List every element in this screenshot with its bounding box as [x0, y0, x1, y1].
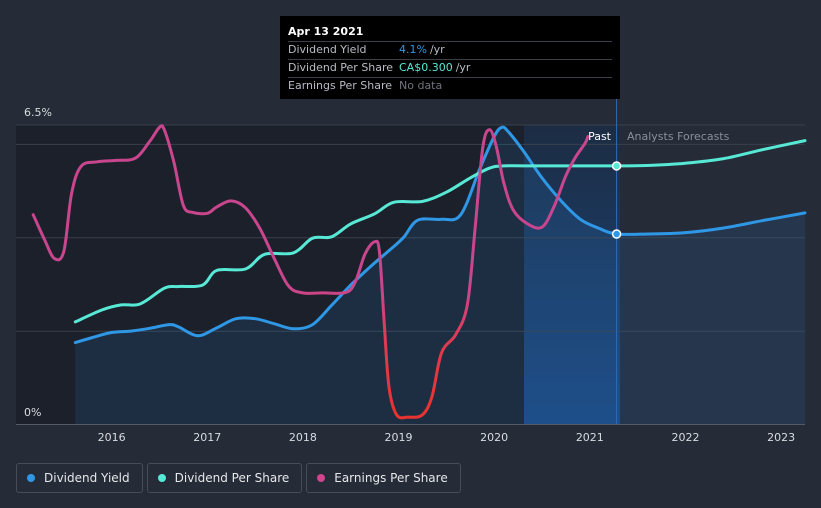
tooltip-label: Earnings Per Share — [288, 79, 393, 92]
legend-item-dividend-per-share[interactable]: Dividend Per Share — [146, 463, 303, 493]
x-tick-label: 2016 — [98, 431, 126, 444]
tooltip-value: CA$0.300 — [399, 61, 453, 74]
x-tick-label: 2018 — [289, 431, 317, 444]
tooltip-row-earnings-per-share: Earnings Per Share No data — [288, 77, 612, 95]
tooltip-row-dividend-yield: Dividend Yield 4.1% /yr — [288, 41, 612, 59]
tooltip-value: No data — [399, 79, 443, 92]
tooltip-value: 4.1% — [399, 43, 427, 56]
tooltip-label: Dividend Per Share — [288, 61, 394, 74]
past-label: Past — [588, 130, 612, 143]
tooltip-date: Apr 13 2021 — [288, 25, 364, 38]
legend-dot-icon — [317, 474, 326, 482]
earnings-per-share-line — [31, 124, 590, 420]
x-tick-label: 2021 — [576, 431, 604, 444]
legend-label: Dividend Yield — [44, 471, 130, 485]
legend-label: Earnings Per Share — [334, 471, 448, 485]
y-axis-top-label: 6.5% — [24, 106, 52, 119]
x-tick-label: 2020 — [480, 431, 508, 444]
tooltip-unit: /yr — [455, 61, 471, 74]
y-axis-bottom-label: 0% — [24, 406, 41, 419]
tooltip-label: Dividend Yield — [288, 43, 367, 56]
legend-item-dividend-yield[interactable]: Dividend Yield — [16, 463, 143, 493]
tooltip-row-dividend-per-share: Dividend Per Share CA$0.300 /yr — [288, 59, 612, 77]
x-tick-label: 2019 — [385, 431, 413, 444]
legend-label: Dividend Per Share — [174, 471, 290, 485]
chart-legend: Dividend Yield Dividend Per Share Earnin… — [16, 463, 465, 493]
legend-dot-icon — [27, 474, 35, 482]
legend-dot-icon — [157, 474, 166, 482]
tooltip-unit: /yr — [429, 43, 445, 56]
forecast-label: Analysts Forecasts — [627, 130, 730, 143]
past-region-shade — [16, 125, 620, 424]
dividend-yield-area — [75, 127, 806, 425]
x-tick-label: 2022 — [671, 431, 699, 444]
hover-tooltip: Apr 13 2021 Dividend Yield 4.1% /yr Divi… — [280, 16, 620, 99]
dividend-per-share-line — [73, 139, 807, 324]
dividend-yield-line — [73, 125, 807, 345]
x-tick-label: 2023 — [767, 431, 795, 444]
dividend-yield-marker — [611, 229, 622, 239]
dividend-per-share-marker — [611, 161, 622, 171]
legend-item-earnings-per-share[interactable]: Earnings Per Share — [306, 463, 461, 493]
x-tick-label: 2017 — [193, 431, 221, 444]
